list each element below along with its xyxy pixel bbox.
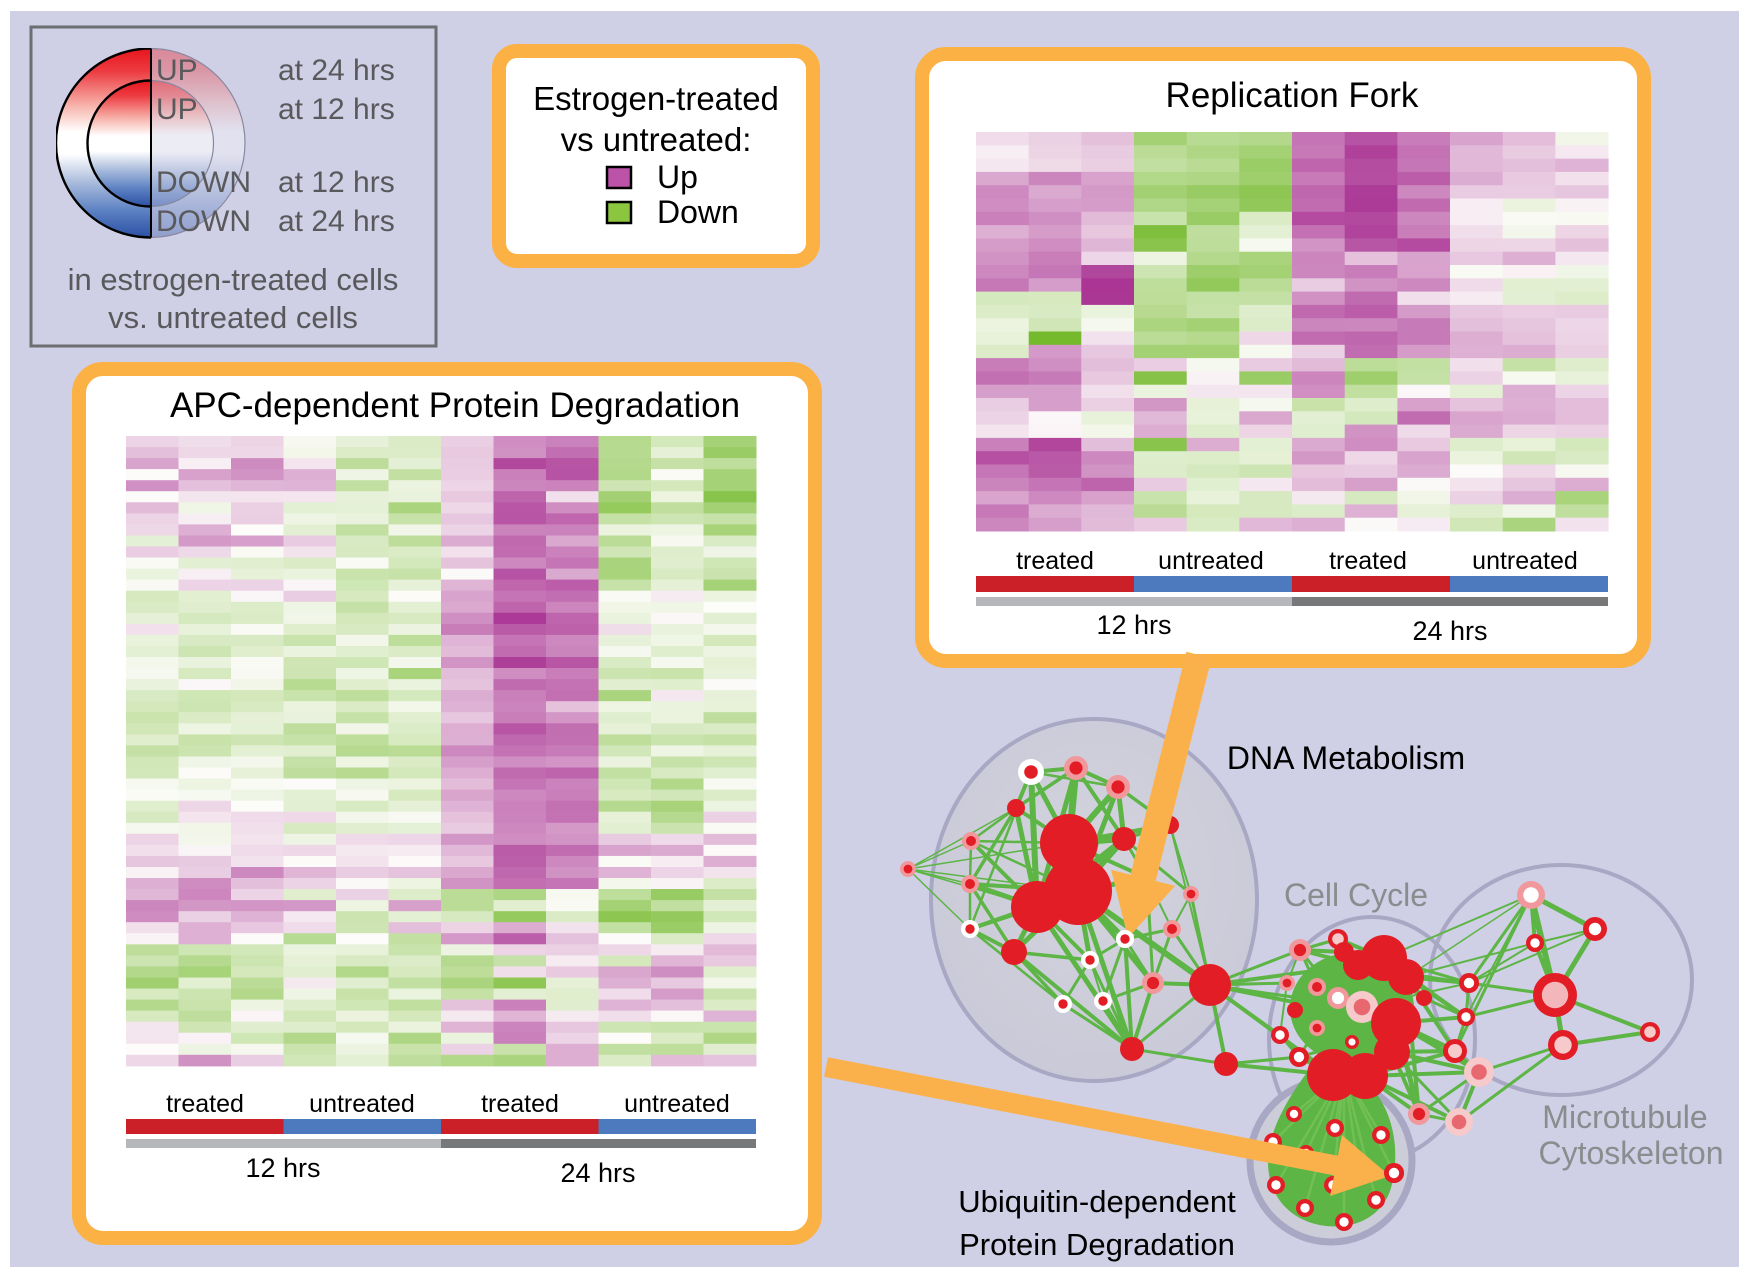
svg-text:UP: UP <box>156 54 198 87</box>
svg-text:untreated: untreated <box>624 1090 730 1118</box>
svg-text:at 24 hrs: at 24 hrs <box>278 54 395 87</box>
svg-text:Cytoskeleton: Cytoskeleton <box>1539 1135 1724 1171</box>
svg-text:UP: UP <box>156 93 198 126</box>
svg-text:Microtubule: Microtubule <box>1542 1099 1707 1135</box>
svg-text:Ubiquitin-dependent: Ubiquitin-dependent <box>958 1184 1236 1219</box>
svg-text:vs untreated:: vs untreated: <box>561 121 752 158</box>
svg-text:Protein Degradation: Protein Degradation <box>959 1227 1235 1262</box>
svg-text:APC-dependent Protein Degradat: APC-dependent Protein Degradation <box>170 386 740 425</box>
svg-text:DOWN: DOWN <box>156 166 251 199</box>
svg-text:Estrogen-treated: Estrogen-treated <box>533 80 779 117</box>
svg-text:Down: Down <box>657 194 739 230</box>
svg-text:at 12 hrs: at 12 hrs <box>278 166 395 199</box>
svg-text:Cell Cycle: Cell Cycle <box>1284 877 1428 913</box>
svg-text:vs. untreated cells: vs. untreated cells <box>108 300 358 335</box>
svg-text:24 hrs: 24 hrs <box>560 1158 635 1188</box>
svg-text:untreated: untreated <box>309 1090 415 1118</box>
svg-text:untreated: untreated <box>1158 547 1264 575</box>
svg-text:treated: treated <box>1329 547 1407 575</box>
svg-text:12 hrs: 12 hrs <box>245 1153 320 1183</box>
svg-text:at 24 hrs: at 24 hrs <box>278 205 395 238</box>
svg-text:in estrogen-treated cells: in estrogen-treated cells <box>68 262 399 297</box>
svg-text:Replication Fork: Replication Fork <box>1166 76 1419 115</box>
svg-text:Up: Up <box>657 159 698 195</box>
svg-text:12 hrs: 12 hrs <box>1096 610 1171 640</box>
svg-text:treated: treated <box>166 1090 244 1118</box>
svg-text:at 12 hrs: at 12 hrs <box>278 93 395 126</box>
svg-text:24 hrs: 24 hrs <box>1412 616 1487 646</box>
svg-text:DOWN: DOWN <box>156 205 251 238</box>
svg-text:treated: treated <box>481 1090 559 1118</box>
svg-text:untreated: untreated <box>1472 547 1578 575</box>
svg-text:DNA Metabolism: DNA Metabolism <box>1227 740 1465 776</box>
svg-text:treated: treated <box>1016 547 1094 575</box>
